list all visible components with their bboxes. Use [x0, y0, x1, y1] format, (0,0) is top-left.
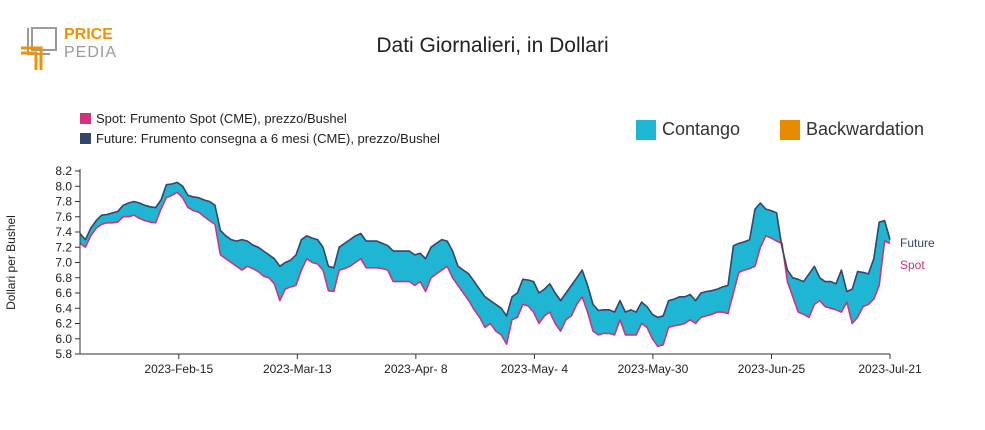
y-tick-label: 5.8 — [55, 347, 72, 361]
legend-item-spot: Spot: Frumento Spot (CME), prezzo/Bushel — [80, 111, 347, 126]
y-axis-label: Dollari per Bushel — [4, 215, 18, 310]
y-tick-label: 6.0 — [55, 332, 72, 346]
chart-title: Dati Giornalieri, in Dollari — [376, 34, 609, 57]
spot-end-label: Spot — [900, 258, 925, 272]
legend-item-backwardation: Backwardation — [780, 119, 924, 140]
y-tick-label: 7.4 — [55, 225, 72, 239]
x-tick-label: 2023-Jun-25 — [738, 362, 806, 376]
legend-item-future: Future: Frumento consegna a 6 mesi (CME)… — [80, 131, 440, 146]
legend-label-contango: Contango — [662, 119, 741, 139]
y-tick-label: 6.2 — [55, 317, 72, 331]
x-tick-label: 2023-May-30 — [618, 362, 689, 376]
legend-item-contango: Contango — [636, 119, 740, 140]
x-tick-label: 2023-Jul-21 — [858, 362, 922, 376]
logo-text-price: PRICE — [64, 26, 113, 43]
y-tick-label: 7.0 — [55, 256, 72, 270]
legend-swatch-future — [80, 133, 91, 144]
y-tick-label: 8.2 — [55, 164, 72, 178]
legend-label-spot: Spot: Frumento Spot (CME), prezzo/Bushel — [96, 111, 347, 126]
legend-swatch-contango — [636, 119, 656, 140]
future-end-label: Future — [900, 236, 935, 250]
logo-text-pedia: PEDIA — [64, 44, 117, 61]
y-tick-label: 7.8 — [55, 195, 72, 209]
y-tick-label: 6.6 — [55, 286, 72, 300]
legend-swatch-spot — [80, 113, 91, 124]
y-tick-label: 7.6 — [55, 210, 72, 224]
contango-area — [80, 182, 890, 347]
x-tick-label: 2023-Mar-13 — [263, 362, 332, 376]
y-tick-label: 6.4 — [55, 301, 72, 315]
legend-label-backwardation: Backwardation — [806, 119, 925, 139]
legend-swatch-backwardation — [780, 119, 800, 140]
logo-mark-icon: PRICE PEDIA — [21, 26, 117, 70]
pricepedia-logo: PRICE PEDIA — [20, 24, 130, 74]
y-tick-label: 6.8 — [55, 271, 72, 285]
x-tick-label: 2023-Apr- 8 — [384, 362, 448, 376]
future-series-line — [79, 181, 891, 319]
spot-series-line — [79, 191, 891, 348]
x-tick-label: 2023-Feb-15 — [144, 362, 213, 376]
legend-label-future: Future: Frumento consegna a 6 mesi (CME)… — [96, 131, 440, 146]
x-tick-label: 2023-May- 4 — [501, 362, 569, 376]
y-tick-label: 7.2 — [55, 240, 72, 254]
y-tick-label: 8.0 — [55, 179, 72, 193]
